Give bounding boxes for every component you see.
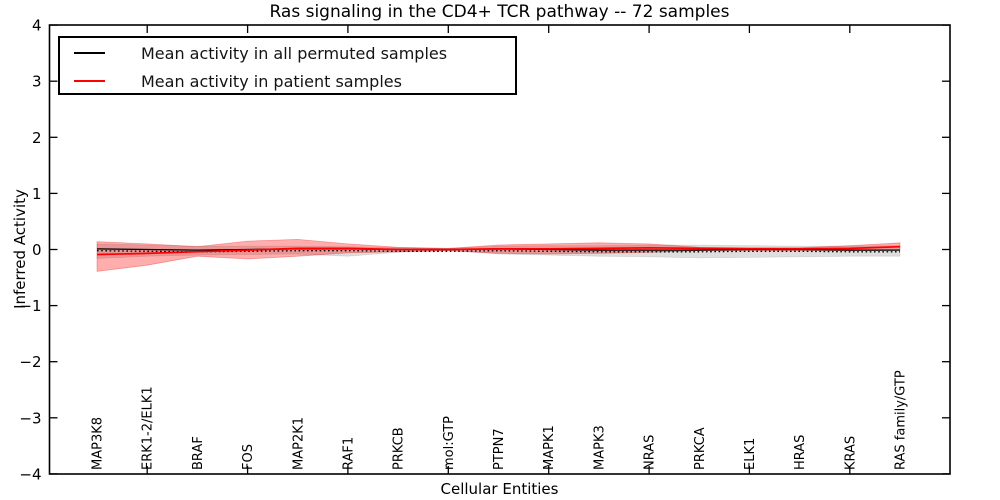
entity-label: MAP3K8 — [91, 417, 106, 470]
entity-label: NRAS — [643, 435, 658, 470]
entity-label: RAF1 — [341, 437, 356, 470]
legend-row-patient: Mean activity in patient samples — [60, 68, 515, 94]
entity-label: HRAS — [793, 435, 808, 470]
entity-label: FOS — [241, 444, 256, 470]
y-tick-label: 4 — [32, 17, 42, 35]
legend: Mean activity in all permuted samples Me… — [58, 36, 517, 95]
y-tick-label: 1 — [32, 185, 42, 203]
entity-label: mol:GTP — [442, 416, 457, 470]
y-tick-label: −2 — [19, 353, 41, 371]
entity-label: ELK1 — [743, 438, 758, 470]
entity-label: PRKCA — [693, 427, 708, 470]
permuted-line-swatch — [74, 52, 105, 54]
mean-activity-in-patient-samples-line — [96, 245, 901, 256]
legend-row-permuted: Mean activity in all permuted samples — [60, 40, 515, 66]
permuted-mean-dotted-overlay-line — [96, 250, 900, 253]
legend-label-patient: Mean activity in patient samples — [141, 71, 402, 91]
y-tick-label: −3 — [19, 409, 41, 427]
entity-label: PTPN7 — [492, 428, 507, 470]
y-tick-label: −4 — [19, 465, 41, 483]
entity-label: MAP2K1 — [291, 417, 306, 470]
entity-label: KRAS — [843, 436, 858, 470]
chart-title: Ras signaling in the CD4+ TCR pathway --… — [269, 2, 730, 22]
legend-label-permuted: Mean activity in all permuted samples — [141, 43, 448, 63]
y-tick-label: −1 — [19, 297, 41, 315]
patient-line-swatch — [74, 80, 105, 82]
entity-label: ERK1-2/ELK1 — [141, 386, 156, 470]
y-tick-label: 3 — [32, 73, 42, 91]
entity-label: PRKCB — [392, 427, 407, 470]
entity-label: BRAF — [191, 436, 206, 470]
y-tick-label: 2 — [32, 129, 42, 147]
entity-label: RAS family/GTP — [894, 370, 909, 470]
entity-label: MAPK1 — [542, 425, 557, 470]
y-tick-label: 0 — [32, 241, 42, 259]
entity-label: MAPK3 — [592, 425, 607, 470]
x-axis-label: Cellular Entities — [440, 480, 559, 498]
